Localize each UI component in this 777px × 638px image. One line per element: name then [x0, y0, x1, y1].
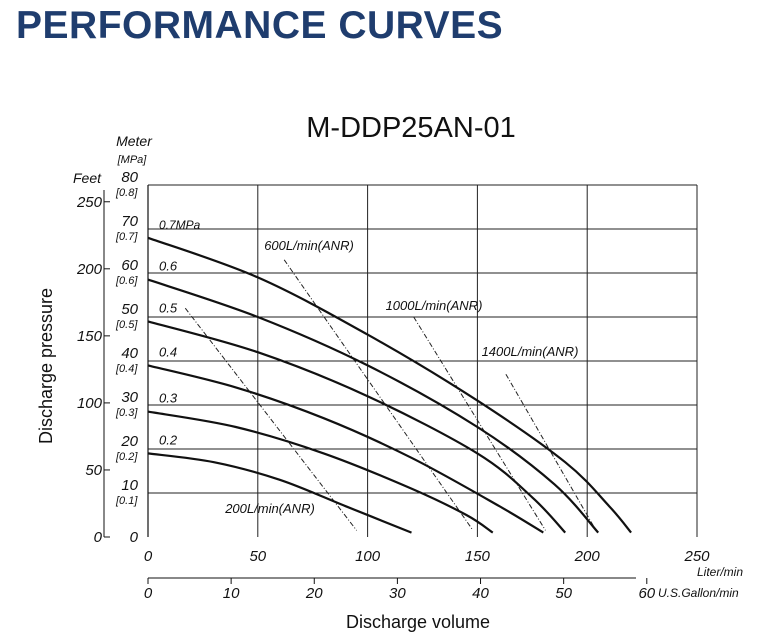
page-heading: PERFORMANCE CURVES [16, 4, 504, 47]
y-tick-mpa: [0.2] [115, 451, 138, 463]
air-consumption-line [413, 316, 546, 531]
air-consumption-labels: 200L/min(ANR) 600L/min(ANR) 1000L/min(ANR)… [224, 238, 578, 516]
x-tick-gallon: 40 [472, 585, 489, 602]
air-consumption-label: 200L/min(ANR) [224, 501, 315, 516]
y-tick-feet: 200 [76, 261, 103, 278]
x-tick-gallon: 60 [638, 585, 655, 602]
air-consumption-label: 1400L/min(ANR) [482, 344, 579, 359]
air-consumption-label: 600L/min(ANR) [264, 238, 354, 253]
plot-frame [147, 184, 698, 537]
y-tick-meter: 40 [121, 345, 138, 362]
y-tick-meter: 70 [121, 213, 138, 230]
air-consumption-line [184, 307, 357, 531]
y-tick-feet: 50 [85, 462, 102, 479]
y-tick-meter: 10 [121, 477, 138, 494]
y-tick-feet: 0 [94, 529, 103, 546]
x-tick-gallon: 10 [223, 585, 240, 602]
y-tick-feet: 100 [77, 395, 103, 412]
x-tick-liter: 0 [144, 548, 153, 565]
pressure-curve-label: 0.2 [159, 432, 178, 447]
pressure-curve [147, 452, 412, 534]
axis-titles: Discharge volume Discharge pressure [36, 288, 490, 632]
pressure-curve-labels: 0.7MPa 0.6 0.5 0.4 0.3 0.2 [159, 218, 201, 448]
x-unit-liter: Liter/min [697, 565, 743, 579]
y-tick-meter: 50 [121, 301, 138, 318]
pressure-curve-label: 0.7MPa [159, 218, 201, 232]
y-tick-mpa: [0.4] [115, 363, 138, 375]
y-tick-meter: 0 [130, 529, 139, 546]
y-tick-mpa: [0.3] [115, 407, 138, 419]
air-consumption-label: 1000L/min(ANR) [386, 298, 483, 313]
x-tick-gallon: 30 [389, 585, 406, 602]
pressure-curve-label: 0.3 [159, 391, 178, 406]
pressure-curve [147, 236, 632, 534]
y-tick-meter: 30 [121, 389, 138, 406]
y-tick-feet: 250 [76, 194, 103, 211]
pressure-curve [147, 278, 600, 534]
y-tick-meter: 80 [121, 169, 138, 186]
pressure-curves [147, 236, 632, 534]
chart-title: M-DDP25AN-01 [306, 112, 516, 144]
x-tick-gallon: 0 [144, 585, 153, 602]
y-tick-mpa: [0.5] [115, 319, 138, 331]
x-unit-gallon: U.S.Gallon/min [658, 586, 739, 600]
y-unit-feet: Feet [73, 170, 102, 186]
pressure-curve-label: 0.5 [159, 300, 178, 315]
y-axis: Meter [MPa] Feet 0 10 20 30 40 50 60 70 80 [0.1] [0.2… [73, 133, 153, 546]
pressure-curve [147, 410, 494, 534]
pressure-curve-label: 0.4 [159, 344, 177, 359]
y-tick-meter: 60 [121, 257, 138, 274]
x-tick-gallon: 20 [305, 585, 323, 602]
y-tick-mpa: [0.6] [115, 275, 138, 287]
x-tick-liter: 250 [683, 548, 710, 565]
x-tick-liter: 100 [355, 548, 381, 565]
x-tick-liter: 200 [574, 548, 601, 565]
y-tick-meter: 20 [120, 433, 138, 450]
pressure-curve [147, 364, 544, 534]
x-tick-liter: 150 [465, 548, 491, 565]
y-unit-mpa: [MPa] [117, 154, 148, 166]
x-tick-liter: 50 [249, 548, 266, 565]
y-unit-meter: Meter [116, 133, 153, 149]
pressure-curve [147, 320, 567, 534]
y-tick-mpa: [0.8] [115, 187, 138, 199]
y-tick-mpa: [0.7] [115, 231, 138, 243]
pressure-curve-label: 0.6 [159, 259, 178, 274]
y-tick-feet: 150 [77, 328, 103, 345]
y-tick-mpa: [0.1] [115, 495, 138, 507]
y-axis-title: Discharge pressure [36, 288, 56, 444]
x-tick-gallon: 50 [555, 585, 572, 602]
x-axis-title: Discharge volume [346, 612, 490, 632]
